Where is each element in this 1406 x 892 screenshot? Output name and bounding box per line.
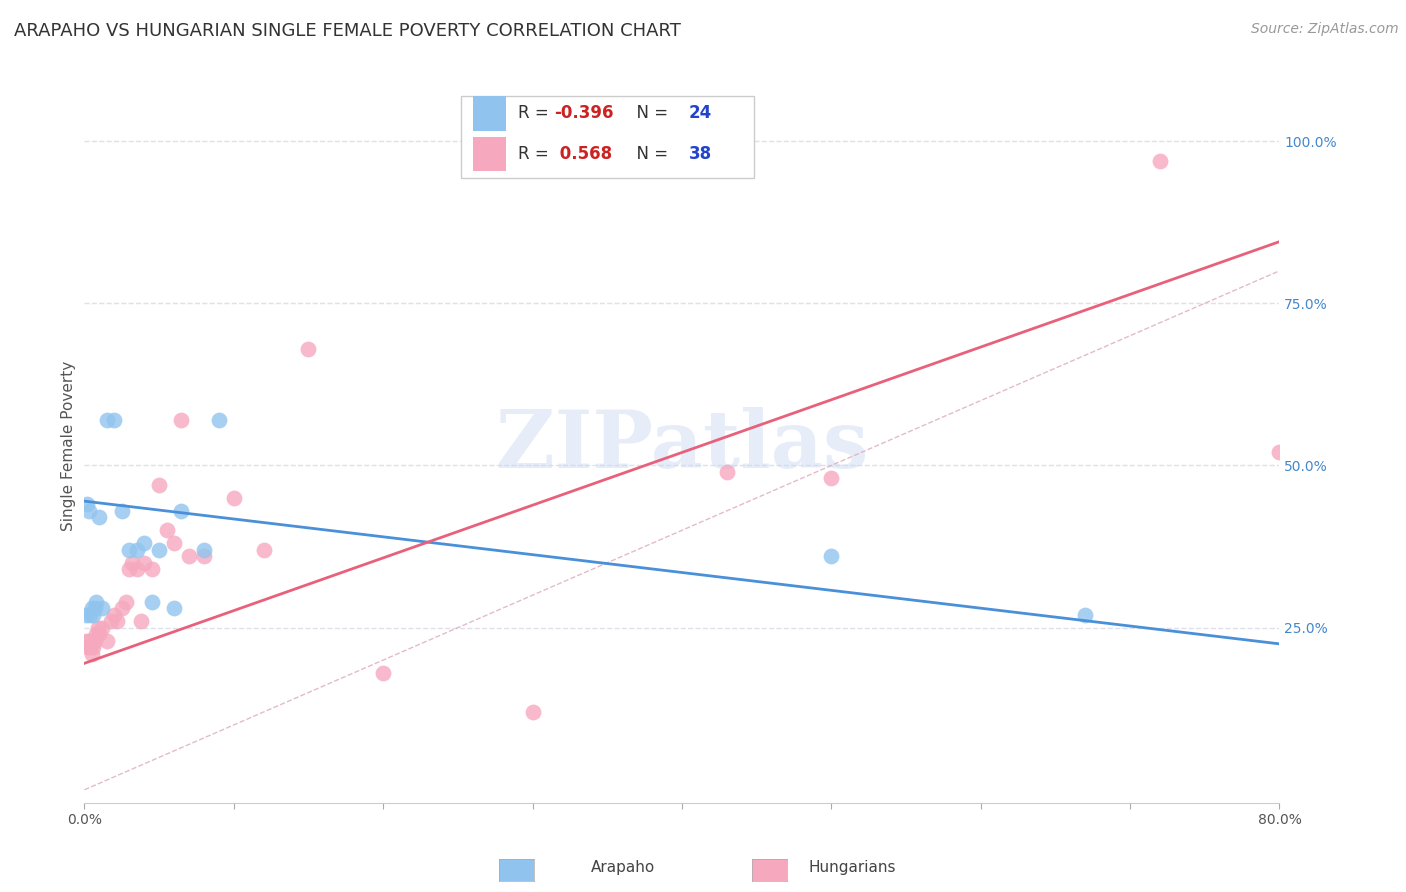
- Point: [373, 666, 395, 681]
- Point: [100, 614, 122, 628]
- Point: [163, 601, 186, 615]
- Point: [132, 536, 156, 550]
- Point: [79, 607, 101, 622]
- Point: [80, 601, 103, 615]
- Point: [103, 607, 125, 622]
- Point: [111, 601, 134, 615]
- Point: [141, 595, 163, 609]
- Point: [96, 633, 118, 648]
- Point: [77, 504, 100, 518]
- Point: [1268, 445, 1291, 459]
- Text: ARAPAHO VS HUNGARIAN SINGLE FEMALE POVERTY CORRELATION CHART: ARAPAHO VS HUNGARIAN SINGLE FEMALE POVER…: [14, 22, 681, 40]
- Text: ZIPatlas: ZIPatlas: [496, 407, 868, 485]
- Point: [125, 542, 148, 557]
- Point: [75, 607, 97, 622]
- Text: 24: 24: [689, 104, 713, 122]
- Point: [83, 633, 105, 648]
- Y-axis label: Single Female Poverty: Single Female Poverty: [60, 361, 76, 531]
- Text: Arapaho: Arapaho: [591, 860, 655, 874]
- Point: [193, 542, 215, 557]
- Point: [208, 413, 231, 427]
- Point: [522, 705, 544, 719]
- Point: [170, 504, 193, 518]
- Text: 38: 38: [689, 145, 713, 162]
- Point: [86, 595, 108, 609]
- Point: [1149, 153, 1171, 168]
- Point: [91, 601, 114, 615]
- Text: R =: R =: [519, 104, 554, 122]
- Point: [75, 633, 97, 648]
- Point: [96, 413, 118, 427]
- Point: [115, 595, 138, 609]
- Bar: [461, 96, 754, 178]
- Bar: [472, 136, 506, 170]
- Point: [129, 614, 152, 628]
- Text: 0.568: 0.568: [554, 145, 612, 162]
- Point: [163, 536, 186, 550]
- Point: [253, 542, 276, 557]
- Point: [177, 549, 200, 564]
- Text: N =: N =: [626, 104, 673, 122]
- Point: [716, 465, 738, 479]
- Point: [148, 542, 170, 557]
- Point: [1074, 607, 1097, 622]
- Point: [125, 562, 148, 576]
- Point: [77, 633, 100, 648]
- Point: [170, 413, 193, 427]
- Point: [141, 562, 163, 576]
- Point: [82, 607, 104, 622]
- Point: [76, 497, 98, 511]
- Text: Hungarians: Hungarians: [808, 860, 896, 874]
- Point: [89, 627, 111, 641]
- Point: [121, 556, 143, 570]
- Point: [82, 640, 104, 654]
- Point: [193, 549, 215, 564]
- Point: [103, 413, 125, 427]
- Point: [148, 478, 170, 492]
- Bar: [472, 96, 506, 130]
- Point: [297, 342, 319, 356]
- Point: [86, 627, 108, 641]
- Point: [105, 614, 128, 628]
- Point: [111, 504, 134, 518]
- Point: [118, 542, 141, 557]
- Text: N =: N =: [626, 145, 673, 162]
- Point: [118, 562, 141, 576]
- Point: [222, 491, 245, 505]
- Text: R =: R =: [519, 145, 554, 162]
- Point: [820, 549, 842, 564]
- Text: Source: ZipAtlas.com: Source: ZipAtlas.com: [1251, 22, 1399, 37]
- Point: [820, 471, 842, 485]
- Point: [79, 640, 101, 654]
- Text: -0.396: -0.396: [554, 104, 613, 122]
- Point: [132, 556, 156, 570]
- Point: [80, 647, 103, 661]
- Point: [89, 510, 111, 524]
- Point: [155, 524, 177, 538]
- Point: [87, 621, 110, 635]
- Point: [91, 621, 114, 635]
- Point: [76, 640, 98, 654]
- Point: [83, 601, 105, 615]
